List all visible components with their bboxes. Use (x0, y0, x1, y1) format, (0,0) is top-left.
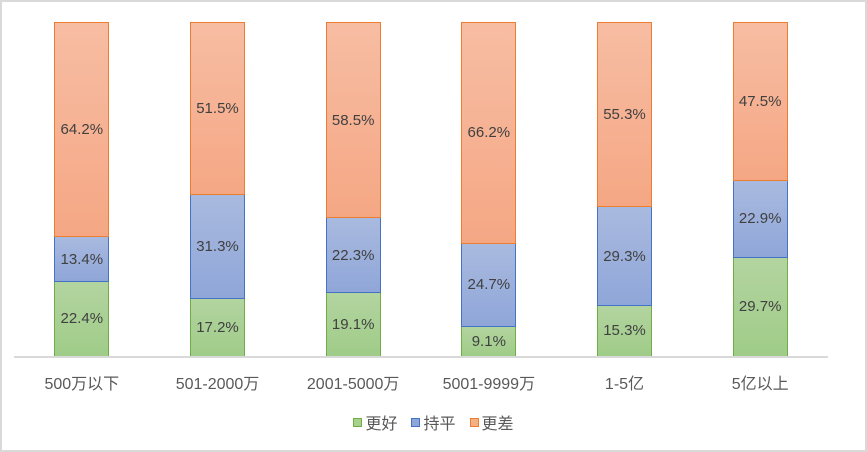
bar-3: 66.2% 24.7% 9.1% (461, 22, 517, 357)
segment-better: 29.7% (732, 257, 788, 357)
data-label: 19.1% (331, 315, 375, 333)
bar-2: 58.5% 22.3% 19.1% (325, 22, 381, 357)
segment-flat: 31.3% (190, 194, 245, 300)
data-label: 13.4% (60, 250, 104, 268)
segment-better: 17.2% (190, 299, 245, 357)
data-label: 29.3% (603, 247, 646, 265)
legend-label: 更好 (365, 416, 398, 433)
data-label: 66.2% (467, 124, 511, 142)
x-tick-label: 1-5亿 (604, 376, 645, 393)
segment-flat: 24.7% (461, 243, 517, 327)
segment-worse: 64.2% (54, 22, 110, 238)
segment-better: 22.4% (54, 281, 110, 357)
data-label: 22.3% (331, 246, 375, 264)
data-label: 22.9% (738, 210, 782, 228)
legend-item-better[interactable]: 更好 (353, 410, 397, 434)
x-tick-label: 2001-5000万 (306, 376, 400, 393)
data-label: 24.7% (467, 276, 511, 294)
segment-worse: 51.5% (190, 22, 245, 195)
segment-better: 9.1% (461, 326, 517, 357)
x-tick-label: 5亿以上 (731, 376, 789, 393)
bar-5: 47.5% 22.9% 29.7% (732, 22, 788, 357)
legend-label: 持平 (423, 416, 456, 433)
x-tick-label: 500万以下 (44, 376, 120, 393)
segment-flat: 29.3% (597, 207, 652, 306)
data-label: 51.5% (196, 99, 239, 117)
bar-1: 51.5% 31.3% 17.2% (190, 22, 245, 357)
legend: 更好 持平 更差 (0, 410, 867, 434)
data-label: 17.2% (196, 319, 239, 337)
x-tick-label: 501-2000万 (175, 376, 260, 393)
x-tick-label: 5001-9999万 (442, 376, 536, 393)
bar-4: 55.3% 29.3% 15.3% (597, 22, 652, 357)
legend-swatch-icon (353, 417, 363, 427)
segment-worse: 47.5% (732, 22, 788, 181)
x-axis-labels: 500万以下 501-2000万 2001-5000万 5001-9999万 1-5亿 5… (14, 370, 828, 393)
data-label: 31.3% (196, 237, 239, 255)
legend-swatch-icon (469, 417, 479, 427)
data-label: 22.4% (60, 310, 104, 328)
segment-better: 15.3% (597, 305, 652, 357)
data-label: 64.2% (60, 121, 104, 139)
legend-swatch-icon (411, 417, 421, 427)
segment-flat: 22.3% (325, 218, 381, 293)
segment-worse: 66.2% (461, 22, 517, 244)
data-label: 58.5% (331, 111, 375, 129)
data-label: 9.1% (471, 332, 506, 350)
x-axis-line (14, 356, 828, 358)
segment-worse: 58.5% (325, 22, 381, 219)
data-label: 29.7% (738, 298, 782, 316)
data-label: 47.5% (738, 92, 782, 110)
legend-item-worse[interactable]: 更差 (469, 410, 514, 434)
bar-0: 64.2% 13.4% 22.4% (54, 22, 110, 357)
data-label: 55.3% (603, 106, 646, 124)
segment-better: 19.1% (325, 292, 381, 357)
data-label: 15.3% (603, 322, 646, 340)
segment-worse: 55.3% (597, 22, 652, 208)
legend-label: 更差 (481, 416, 514, 433)
segment-flat: 13.4% (54, 237, 110, 282)
plot-area: 64.2% 13.4% 22.4% 51.5% 31.3% 17.2% 58.5% 22.3%… (14, 22, 828, 357)
legend-item-flat[interactable]: 持平 (411, 410, 456, 434)
segment-flat: 22.9% (732, 180, 788, 258)
